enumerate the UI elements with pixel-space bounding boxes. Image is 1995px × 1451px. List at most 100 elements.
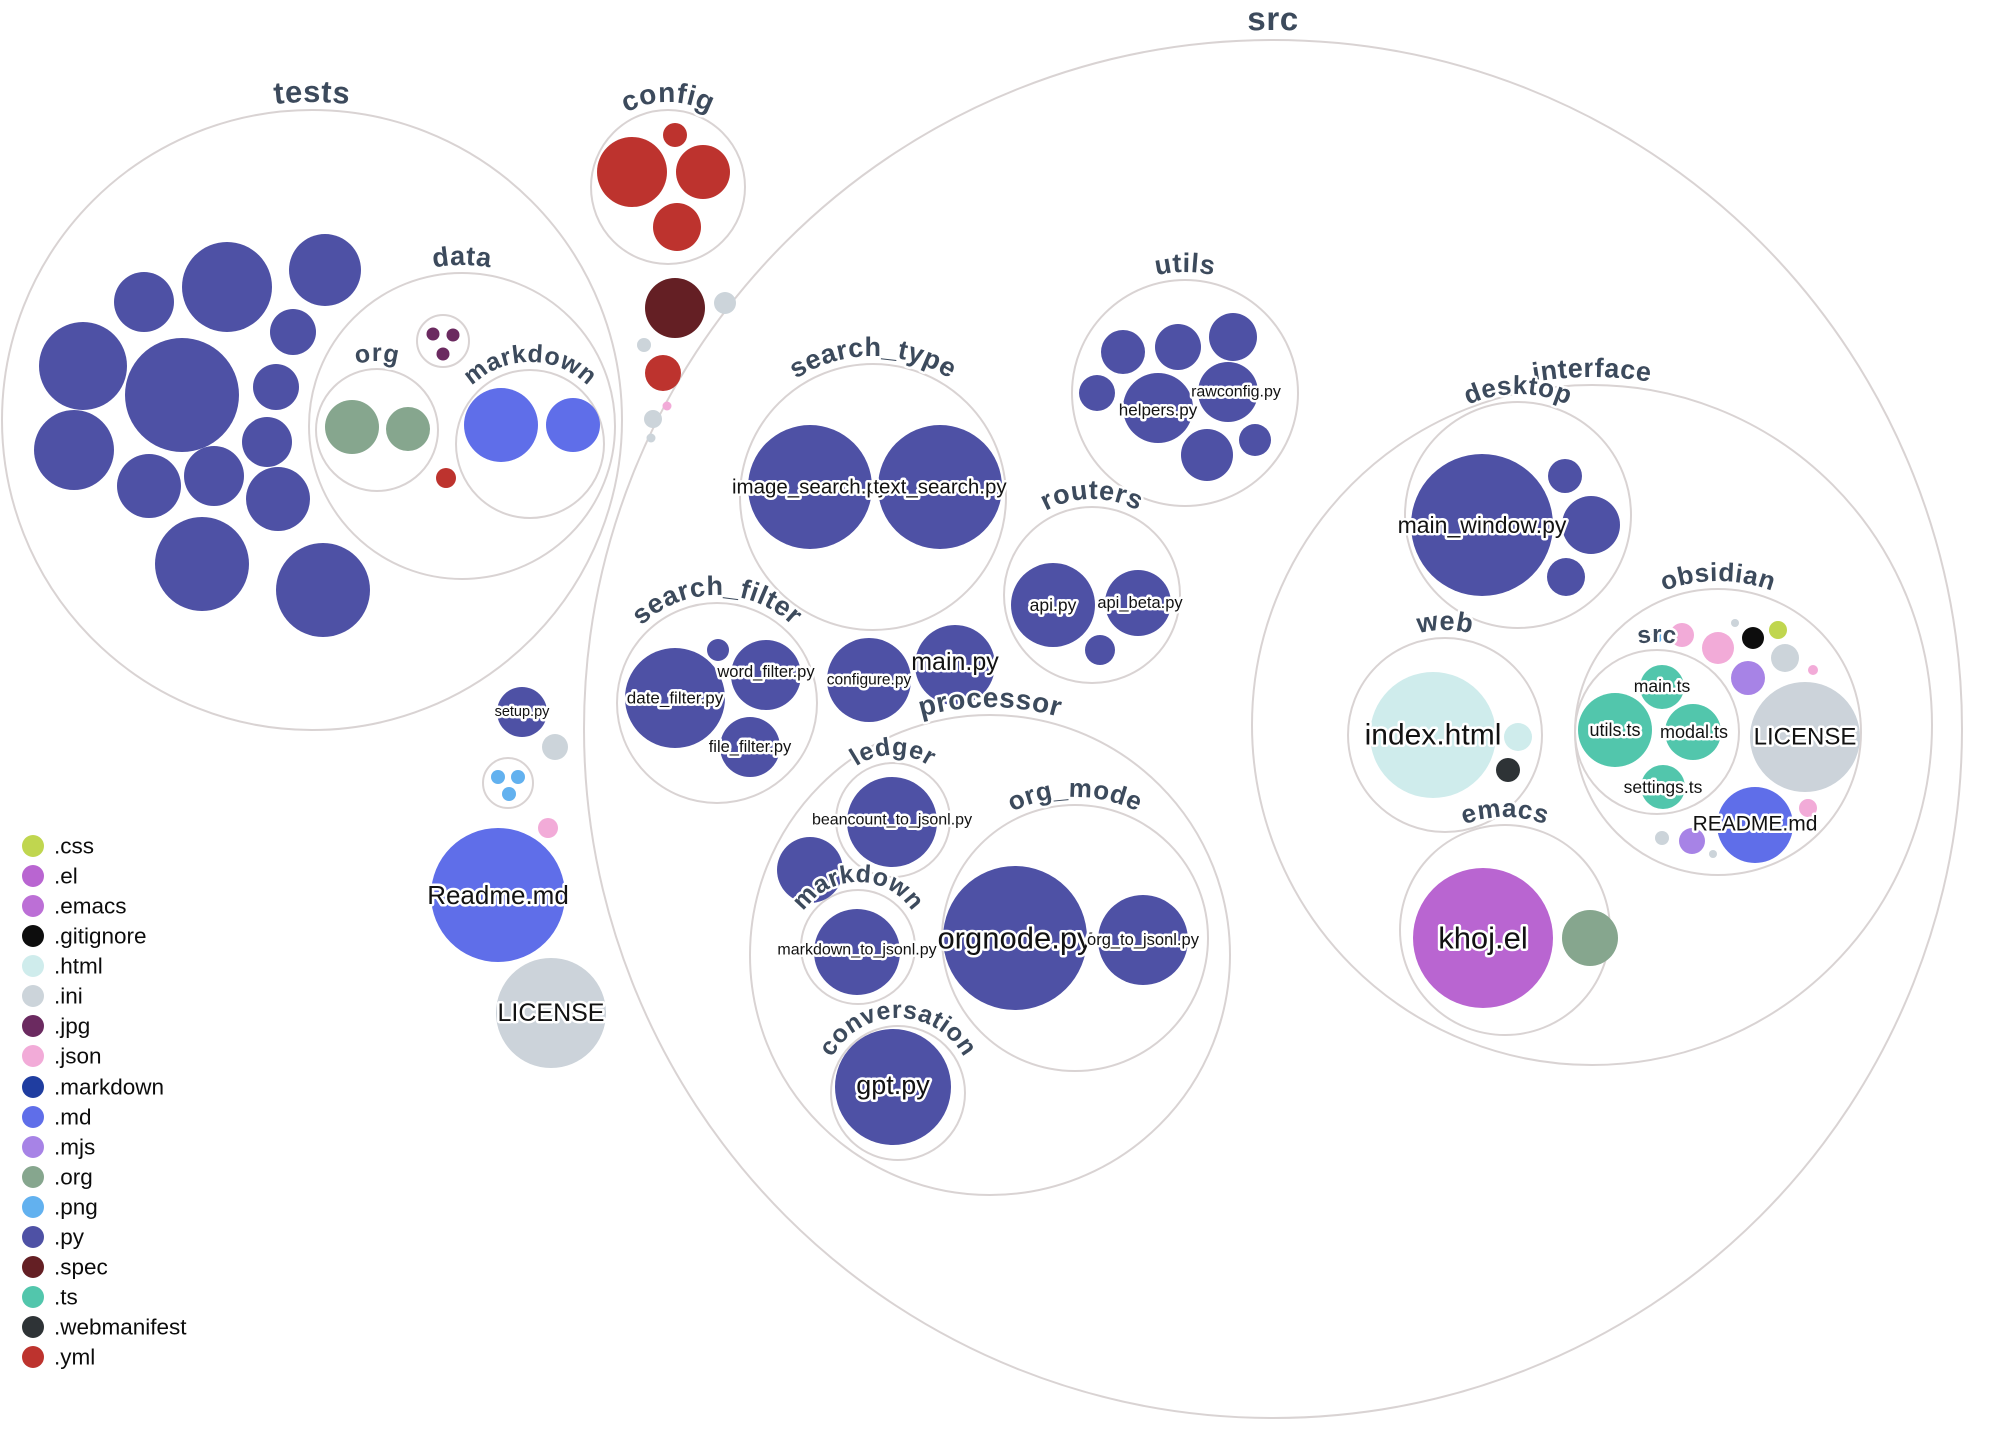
legend-label-el: .el <box>54 864 78 889</box>
jpg-file-circle <box>426 327 440 341</box>
file-label-khoj-el: khoj.el <box>1438 921 1528 956</box>
json-file-circle <box>1799 799 1817 817</box>
text-search-py-circle <box>878 425 1002 549</box>
main-ts-circle <box>1640 665 1684 709</box>
py-file-circle <box>1562 496 1620 554</box>
org-file-circle <box>325 400 379 454</box>
data-files <box>325 327 600 488</box>
root-files <box>431 278 736 1068</box>
markdown-to-jsonl-py-circle <box>814 909 900 995</box>
ini-file-circle <box>1709 850 1717 858</box>
png-file-circle <box>1648 630 1662 644</box>
file-label-gpt: gpt.py <box>856 1070 930 1100</box>
mjs-file-circle <box>1679 828 1705 854</box>
legend-label-ts: .ts <box>54 1285 78 1310</box>
py-file-circle <box>155 517 249 611</box>
file-label-markdown-to-jsonl: markdown_to_jsonl.py <box>777 942 936 959</box>
legend-label-ini: .ini <box>54 984 83 1009</box>
legend-label-spec: .spec <box>54 1255 108 1280</box>
yml-file-circle <box>645 355 681 391</box>
folder-org-circle <box>315 368 439 492</box>
legend-label-emacs: .emacs <box>54 894 127 919</box>
html-file-circle <box>1504 723 1532 751</box>
py-file-circle <box>253 364 299 410</box>
json-file-circle <box>1702 632 1734 664</box>
py-file-circle <box>1239 424 1271 456</box>
legend-swatch-webmanifest <box>22 1316 44 1338</box>
configure-py-circle <box>827 638 911 722</box>
py-file-circle <box>246 467 310 531</box>
main-py-circle <box>915 625 995 705</box>
ini-file-circle <box>637 338 651 352</box>
json-file-circle <box>1808 665 1818 675</box>
legend-swatch-css <box>22 835 44 857</box>
mjs-file-circle <box>1731 661 1765 695</box>
py-file-circle <box>707 639 729 661</box>
legend-swatch-json <box>22 1045 44 1067</box>
index-html-circle <box>1370 672 1496 798</box>
api-py-circle <box>1011 563 1095 647</box>
ini-file-circle <box>1771 644 1799 672</box>
folder-utils-circle <box>1071 279 1299 507</box>
py-file-circle <box>125 338 239 452</box>
legend-swatch-md <box>22 1106 44 1128</box>
folder-markdown-data-circle <box>455 369 605 519</box>
folder-routers-circle <box>1003 506 1181 684</box>
py-file-circle <box>182 242 272 332</box>
legend-label-yml: .yml <box>54 1345 95 1370</box>
api-beta-py-circle <box>1105 570 1171 636</box>
legend-label-markdown: .markdown <box>54 1075 164 1100</box>
folder-conversation-circle <box>830 1025 966 1161</box>
py-file-circle <box>1209 313 1257 361</box>
file-label-api-beta: api_beta.py <box>1097 594 1183 612</box>
folder-label-org: org <box>352 339 402 370</box>
legend-swatch-markdown <box>22 1076 44 1098</box>
folder-config-circle <box>590 109 746 265</box>
obsidian-files <box>1578 619 1860 863</box>
ini-file-circle <box>542 734 568 760</box>
json-file-circle <box>1670 623 1694 647</box>
yml-file-circle <box>597 137 667 207</box>
ini-file-circle <box>646 433 656 443</box>
file-label-rawconfig: rawconfig.py <box>1191 384 1281 401</box>
org-file-circle <box>386 407 430 451</box>
file-label-settings-ts: settings.ts <box>1624 777 1703 797</box>
license-root-circle <box>496 958 606 1068</box>
legend-swatch-gitignore <box>22 925 44 947</box>
py-file-circle <box>1181 429 1233 481</box>
py-file-circle <box>1101 330 1145 374</box>
py-file-circle <box>270 309 316 355</box>
helpers-py-circle <box>1123 373 1193 443</box>
gitignore-file-circle <box>1742 627 1764 649</box>
file-label-main-py: main.py <box>911 648 999 676</box>
legend-label-html: .html <box>54 954 103 979</box>
legend-swatch-png <box>22 1196 44 1218</box>
file-label-readme-obsidian: README.md <box>1693 813 1818 836</box>
file-label-modal-ts: modal.ts <box>1660 722 1728 742</box>
folder-label-src-obsidian: src <box>1636 621 1679 650</box>
folder-data-circle <box>308 272 616 580</box>
legend-label-md: .md <box>54 1105 92 1130</box>
spec-file-circle <box>645 278 705 338</box>
file-label-license-obsidian: LICENSE <box>1754 724 1857 751</box>
folder-interface-circle <box>1251 384 1933 1066</box>
ini-file-circle <box>1731 619 1739 627</box>
folder-ledger-circle <box>835 762 951 878</box>
modal-ts-circle <box>1665 704 1721 760</box>
readme-obsidian-circle <box>1717 787 1793 863</box>
file-label-helpers: helpers.py <box>1119 401 1198 420</box>
folder-src-circle <box>583 39 1963 1419</box>
folder-desktop-circle <box>1404 401 1632 629</box>
yml-file-circle <box>436 468 456 488</box>
folder-label-src: src <box>1247 0 1299 37</box>
legend-label-css: .css <box>54 834 94 859</box>
org-file-circle <box>1562 910 1618 966</box>
file-label-utils-ts: utils.ts <box>1589 720 1640 740</box>
file-label-beancount: beancount_to_jsonl.py <box>812 812 972 829</box>
legend-swatch-mjs <box>22 1136 44 1158</box>
file-label-org-to-jsonl: org_to_jsonl.py <box>1087 931 1200 949</box>
file-label-main-ts: main.ts <box>1634 676 1691 696</box>
legend-swatch-py <box>22 1226 44 1248</box>
ini-file-circle <box>714 292 736 314</box>
